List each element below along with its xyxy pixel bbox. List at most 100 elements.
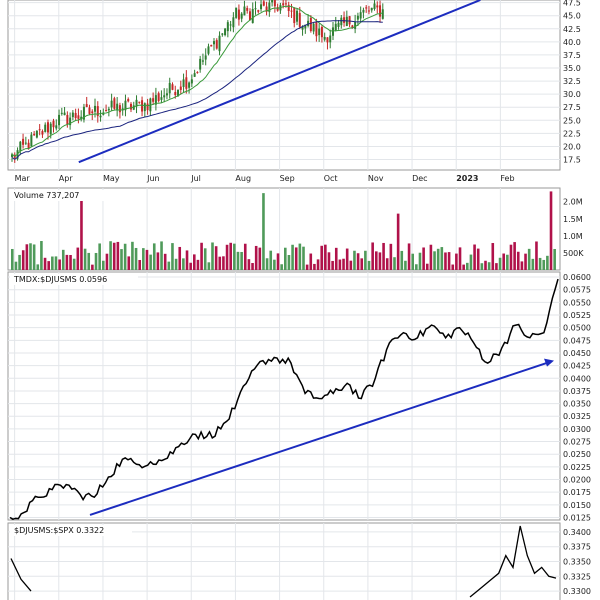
volume-bar — [116, 241, 120, 270]
volume-bar — [338, 259, 342, 270]
volume-bar — [502, 253, 505, 270]
price-candle — [320, 26, 323, 38]
volume-bar — [58, 259, 61, 270]
volume-bar — [11, 248, 14, 270]
price-candle — [323, 36, 326, 40]
price-candle — [381, 9, 384, 19]
ratio-trendline-arrowhead — [544, 358, 554, 367]
volume-bar — [527, 248, 531, 270]
price-candle — [63, 112, 66, 116]
price-candle — [135, 99, 138, 107]
price-candle — [85, 104, 88, 107]
volume-bar — [145, 249, 149, 270]
sector-ratio-tick-label: 0.3300 — [563, 587, 591, 596]
sector-ratio-tick-label: 0.3375 — [563, 543, 591, 552]
sector-ratio-tick-label: 0.3325 — [563, 572, 591, 581]
volume-bar — [229, 242, 232, 270]
price-candle — [337, 22, 340, 27]
volume-label: Volume 737,207 — [14, 191, 79, 200]
volume-bar — [94, 252, 98, 270]
ratio-tick-label: 0.0500 — [563, 324, 591, 333]
volume-bar — [149, 254, 152, 270]
volume-bar — [553, 248, 556, 270]
ratio-tick-label: 0.0250 — [563, 450, 591, 459]
volume-bar — [61, 249, 65, 270]
volume-bar — [415, 264, 418, 270]
price-candle — [367, 10, 370, 12]
volume-bar — [102, 260, 105, 270]
price-candle — [80, 116, 83, 120]
month-label: May — [103, 174, 120, 183]
volume-bar — [342, 258, 345, 270]
volume-bar — [65, 254, 69, 270]
sector-ratio-tick-label: 0.3400 — [563, 528, 591, 537]
price-candle — [271, 0, 274, 3]
volume-bar — [404, 260, 407, 270]
ratio-tick-label: 0.0550 — [563, 298, 591, 307]
volume-bar — [163, 253, 167, 270]
price-tick-label: 30.0 — [563, 90, 581, 99]
price-candle — [318, 28, 321, 36]
volume-tick-label: 500K — [563, 249, 584, 258]
volume-bar — [138, 259, 141, 270]
month-label: Jul — [190, 174, 201, 183]
volume-bar — [211, 242, 214, 270]
volume-bar — [418, 252, 422, 270]
price-candle — [96, 106, 99, 117]
price-candle — [66, 114, 69, 125]
volume-bar — [444, 252, 447, 270]
price-candle — [41, 131, 44, 135]
price-candle — [102, 112, 105, 115]
volume-tick-label: 1.0M — [563, 232, 583, 241]
price-trendline — [78, 0, 481, 164]
volume-bar — [436, 248, 440, 270]
volume-bar — [131, 241, 134, 270]
volume-bar — [513, 242, 516, 270]
price-candle — [71, 112, 74, 118]
price-candle — [273, 0, 276, 7]
price-candle — [326, 37, 329, 43]
price-candle — [331, 27, 334, 36]
volume-bar — [378, 252, 382, 270]
ratio-tick-label: 0.0225 — [563, 463, 591, 472]
volume-bar — [182, 258, 185, 270]
price-candle — [24, 142, 27, 144]
volume-bar — [455, 253, 458, 270]
price-candle — [179, 86, 182, 90]
month-label: Oct — [324, 174, 338, 183]
volume-bar — [546, 255, 549, 270]
volume-bar — [280, 264, 283, 270]
price-candle — [77, 115, 80, 119]
volume-bar — [127, 256, 131, 270]
price-candle — [116, 103, 119, 111]
price-candle — [301, 26, 304, 30]
price-candle — [307, 20, 310, 26]
price-candle — [52, 120, 55, 128]
volume-bar — [313, 263, 316, 270]
price-candle — [329, 35, 332, 43]
volume-bar — [327, 252, 331, 270]
price-candle — [74, 112, 77, 119]
price-panel: 17.5 20.0 22.5 25.0 27.5 30.0 32.5 35.0 37.5 40.0… — [7, 0, 581, 171]
price-candle — [58, 114, 61, 126]
volume-bar — [535, 241, 538, 270]
volume-bar — [393, 257, 396, 270]
ratio-tick-label: 0.0475 — [563, 336, 591, 345]
volume-bar — [316, 259, 320, 270]
price-candle — [284, 3, 287, 5]
volume-bar — [385, 258, 389, 270]
price-tick-label: 45.0 — [563, 12, 581, 21]
month-label: Feb — [500, 174, 514, 183]
volume-tick-label: 2.0M — [563, 198, 583, 207]
price-candle — [290, 10, 293, 12]
volume-bar — [458, 247, 462, 270]
price-candle — [127, 99, 130, 102]
ratio-tick-label: 0.0525 — [563, 311, 591, 320]
volume-bar — [334, 247, 338, 270]
volume-bar — [491, 243, 495, 270]
price-tick-label: 47.5 — [563, 0, 581, 8]
volume-bar — [174, 258, 178, 270]
volume-bar — [422, 247, 425, 270]
volume-bar — [69, 255, 72, 270]
ratio-label-bg — [10, 274, 138, 285]
